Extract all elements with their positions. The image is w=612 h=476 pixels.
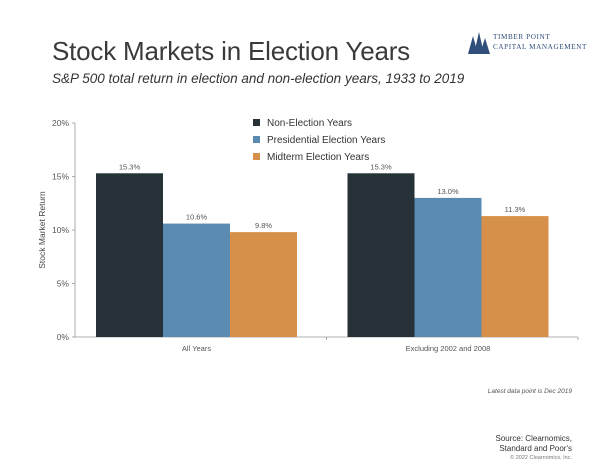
y-tick-label: 5% [57, 279, 70, 289]
y-tick-label: 15% [52, 172, 69, 182]
logo-text-line2: CAPITAL MANAGEMENT [493, 43, 588, 51]
x-category-label: All Years [182, 344, 211, 353]
bar-data-label: 10.6% [186, 213, 208, 222]
bar-data-label: 11.3% [505, 205, 526, 214]
bar [230, 232, 297, 337]
company-logo [468, 32, 490, 54]
bar [347, 173, 415, 337]
x-category-label: Excluding 2002 and 2008 [406, 344, 491, 353]
legend-swatch [253, 153, 260, 160]
chart-title: Stock Markets in Election Years [52, 36, 410, 66]
bar [163, 223, 230, 337]
legend-label: Non-Election Years [267, 118, 352, 129]
bar [414, 197, 482, 337]
legend-swatch [253, 136, 260, 143]
y-axis-label: Stock Market Return [37, 191, 47, 269]
logo-text-line1: TIMBER POINT [493, 33, 551, 41]
source-note: Source: Clearnomics, Standard and Poor's [496, 434, 572, 454]
bar [96, 173, 163, 337]
bar-data-label: 15.3% [370, 162, 392, 171]
copyright: © 2022 Clearnomics, Inc. [510, 455, 572, 461]
legend-swatch [253, 119, 260, 126]
y-tick-label: 0% [57, 332, 70, 342]
bar [481, 216, 549, 337]
y-tick-label: 20% [52, 118, 69, 128]
chart-subtitle: S&P 500 total return in election and non… [52, 71, 465, 86]
y-tick-label: 10% [52, 225, 69, 235]
source-line2: Standard and Poor's [499, 444, 572, 453]
data-note: Latest data point is Dec 2019 [487, 388, 572, 395]
bar-data-label: 9.8% [255, 221, 272, 230]
bar-data-label: 15.3% [119, 162, 141, 171]
source-line1: Source: Clearnomics, [495, 434, 572, 443]
legend-label: Midterm Election Years [267, 152, 369, 163]
tree-icon [468, 32, 490, 54]
bar-data-label: 13.0% [437, 187, 459, 196]
legend-label: Presidential Election Years [267, 135, 385, 146]
